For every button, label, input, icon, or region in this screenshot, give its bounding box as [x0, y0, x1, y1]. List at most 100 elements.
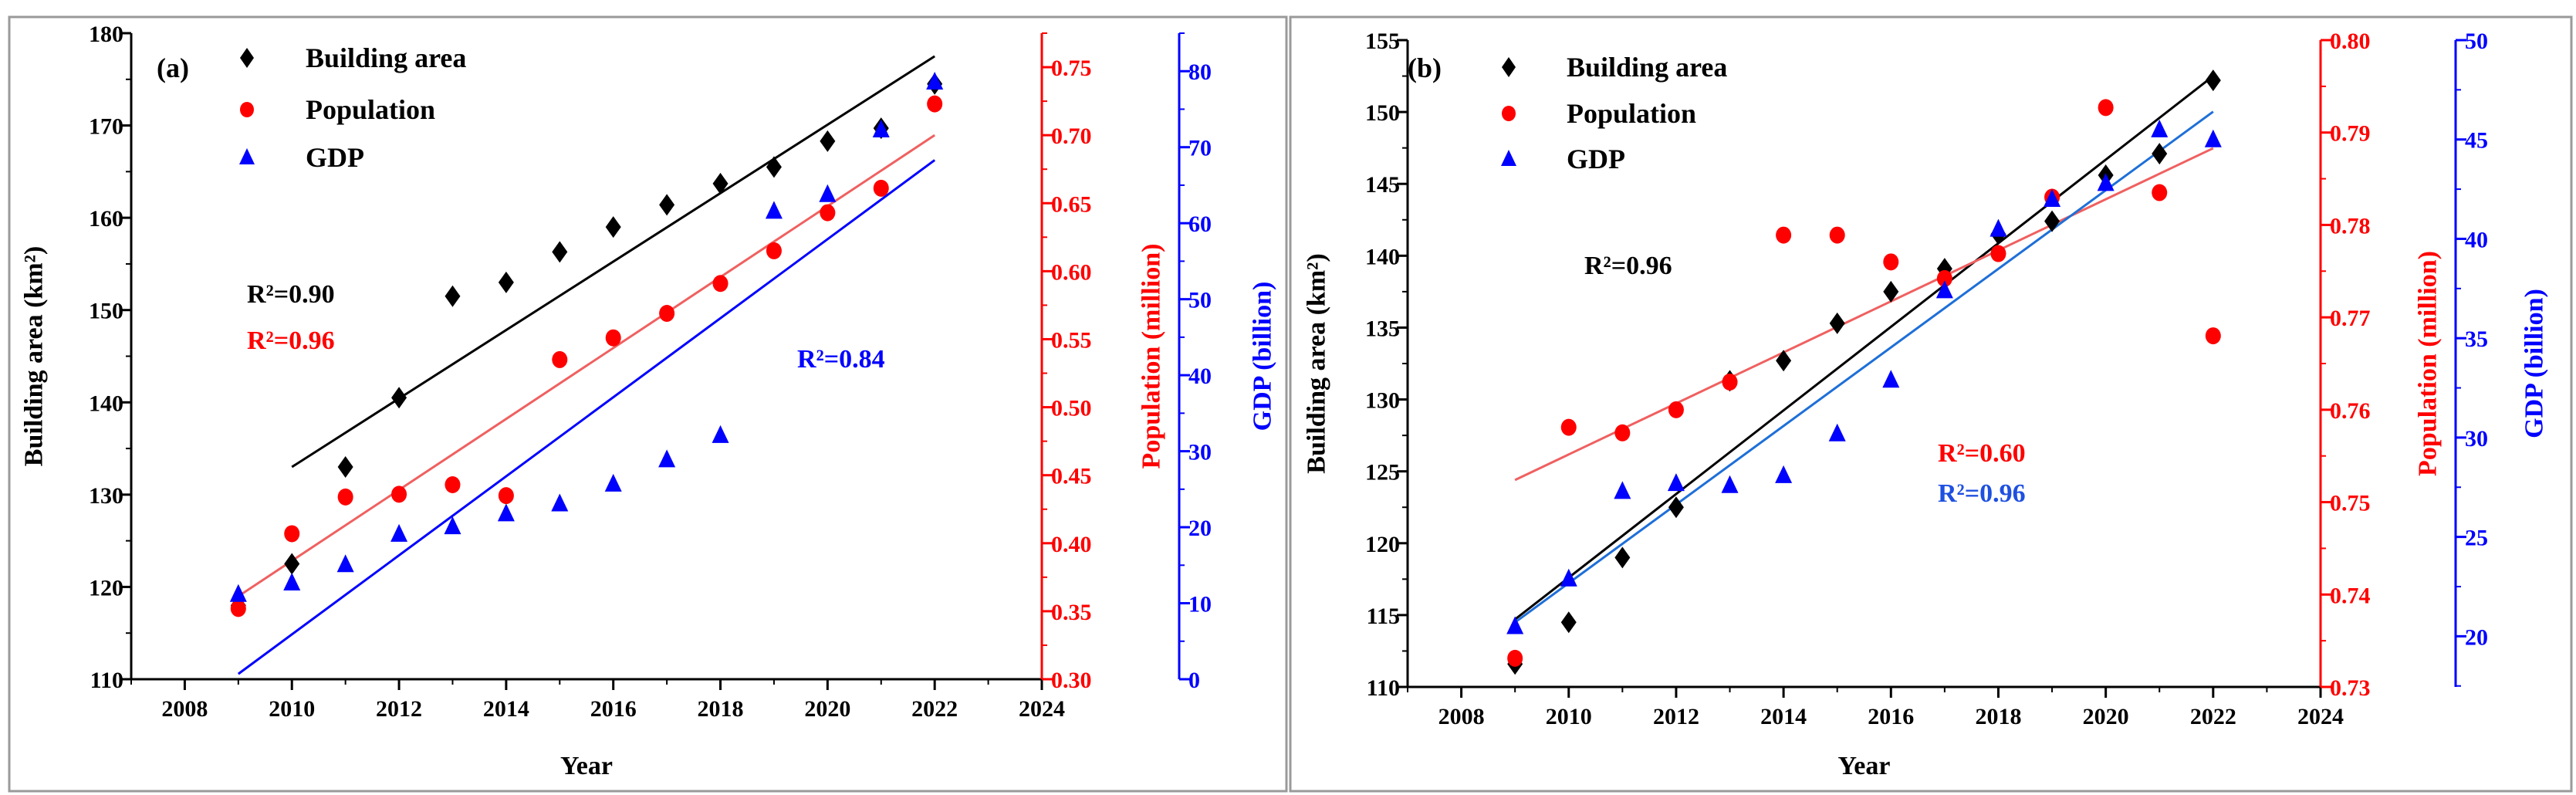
data-point: [820, 204, 836, 222]
legend-marker: [239, 148, 255, 164]
data-point: [1935, 280, 1953, 299]
fit-line-gdp: [1514, 110, 2214, 624]
x-tick-label: 2014: [483, 696, 529, 722]
data-point: [2205, 69, 2221, 92]
r2-annotation: R²=0.96: [247, 326, 335, 355]
y-tick-label-pop: 0.30: [1051, 668, 1092, 693]
y-axis-title-pop: Population (million): [2414, 251, 2442, 476]
y-tick-label-gdp: 80: [1188, 59, 1212, 85]
data-point: [1507, 649, 1523, 667]
legend-marker: [1501, 150, 1516, 166]
x-axis-title: Year: [1838, 752, 1891, 780]
legend-marker: [240, 48, 254, 68]
data-point: [604, 473, 622, 492]
series-building-area: [230, 73, 943, 617]
data-point: [765, 201, 783, 219]
legend-marker: [240, 102, 254, 117]
data-point: [551, 493, 569, 512]
y-tick-label-pop: 0.35: [1051, 600, 1092, 625]
data-point: [712, 425, 729, 443]
data-point: [1667, 473, 1685, 492]
y-axis-title-gdp: GDP (billion): [2520, 289, 2549, 438]
chart-panel-b: 2008 2010 2012 2014 2016 2018 2020 2022 2024 Year…: [1289, 15, 2573, 793]
data-point: [2098, 99, 2114, 117]
data-point: [391, 387, 407, 409]
y-tick-label-left: 110: [90, 668, 123, 693]
data-point: [552, 350, 568, 368]
data-point: [390, 523, 408, 542]
y-tick-label-pop: 0.79: [2330, 121, 2371, 147]
data-point: [1882, 370, 1900, 388]
y-tick-label-left: 110: [1367, 675, 1400, 701]
data-point: [819, 184, 837, 202]
y-tick-label-pop: 0.78: [2330, 213, 2371, 238]
y-tick-label-left: 155: [1365, 29, 1400, 54]
x-tick-label: 2016: [590, 696, 637, 722]
y-tick-label-pop: 0.65: [1051, 191, 1092, 217]
data-point: [927, 95, 943, 113]
x-tick-label: 2008: [161, 696, 208, 722]
fit-line-building-area: [1514, 75, 2214, 621]
data-point: [1614, 481, 1631, 499]
fit-line-population: [237, 134, 936, 597]
data-point: [1614, 546, 1631, 569]
y-tick-label-pop: 0.75: [2330, 491, 2371, 516]
y-tick-label-pop: 0.80: [2330, 29, 2371, 54]
x-tick-label: 2016: [1868, 704, 1914, 729]
data-point: [820, 130, 836, 152]
y-tick-label-gdp: 35: [2465, 326, 2488, 352]
y-axis-title-gdp: GDP (billion): [1249, 282, 1277, 431]
fit-line-gdp: [237, 159, 936, 675]
data-point: [1776, 226, 1792, 244]
data-point: [2097, 173, 2115, 191]
x-tick-label: 2008: [1438, 704, 1485, 729]
data-point: [1668, 496, 1684, 519]
y-tick-label-left: 125: [1365, 460, 1400, 485]
y-tick-label-gdp: 40: [2465, 227, 2488, 252]
data-point: [1668, 401, 1684, 418]
data-point: [2205, 327, 2221, 345]
chart-panel-a: 2008 2010 2012 2014 2016 2018 2020 2022 2024Year…: [8, 15, 1288, 793]
data-point: [1722, 373, 1738, 391]
data-point: [2044, 188, 2061, 207]
y-tick-label-gdp: 20: [2465, 624, 2488, 650]
x-tick-label: 2022: [911, 696, 958, 722]
data-point: [2152, 143, 2168, 165]
data-point: [766, 156, 782, 178]
y-tick-label-left: 180: [89, 22, 123, 47]
data-point: [1560, 568, 1577, 587]
y-tick-label-left: 130: [1365, 388, 1400, 414]
y-axis-title-left: Building area (km²): [20, 246, 49, 466]
panel-label: (a): [157, 52, 189, 83]
data-point: [659, 304, 675, 322]
data-point: [1936, 269, 1952, 287]
data-point: [1560, 418, 1577, 436]
data-point: [1829, 226, 1845, 244]
data-point: [1883, 253, 1899, 271]
r2-annotation: R²=0.60: [1938, 439, 2026, 468]
data-point: [1989, 218, 2007, 237]
data-point: [497, 503, 515, 522]
data-point: [445, 285, 461, 307]
data-point: [283, 572, 301, 590]
y-tick-label-gdp: 0: [1188, 668, 1200, 693]
data-point: [1828, 423, 1846, 441]
x-tick-label: 2014: [1760, 704, 1807, 729]
data-point: [605, 329, 621, 347]
data-point: [229, 584, 247, 602]
data-point: [873, 179, 889, 197]
y-tick-label-gdp: 30: [2465, 426, 2488, 452]
y-tick-label-left: 140: [1365, 244, 1400, 269]
data-point: [337, 455, 353, 478]
legend-label: Population: [306, 94, 435, 125]
r2-annotation: R²=0.90: [247, 280, 335, 309]
x-tick-label: 2010: [269, 696, 315, 722]
y-tick-label-gdp: 70: [1188, 136, 1212, 161]
x-tick-label: 2020: [804, 696, 850, 722]
y-tick-label-pop: 0.75: [1051, 56, 1092, 81]
y-tick-label-pop: 0.45: [1051, 464, 1092, 489]
x-tick-label: 2022: [2190, 704, 2236, 729]
y-tick-label-pop: 0.74: [2330, 583, 2371, 608]
panel-border: [1289, 15, 2573, 793]
data-point: [1776, 350, 1792, 372]
